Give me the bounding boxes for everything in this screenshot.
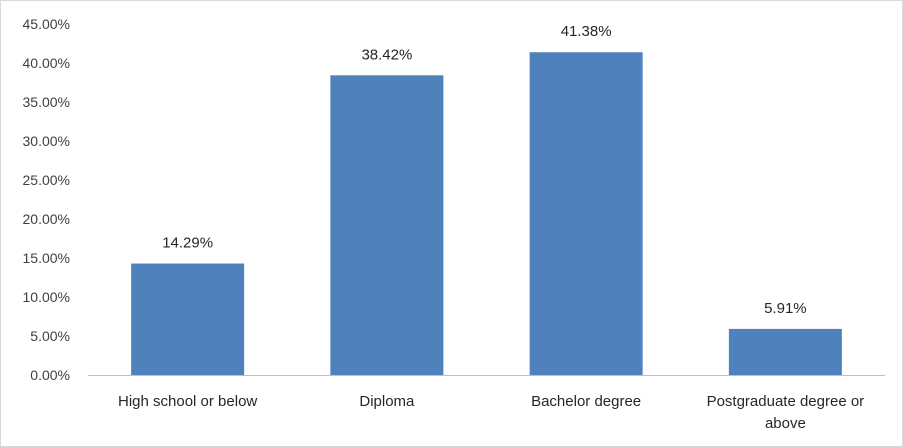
- y-tick-label: 0.00%: [30, 367, 70, 383]
- bar: [330, 75, 444, 375]
- y-tick-label: 45.00%: [23, 16, 70, 32]
- y-tick-label: 5.00%: [30, 328, 70, 344]
- x-axis-labels: High school or below Diploma Bachelor degr…: [118, 393, 864, 432]
- bars: [131, 52, 842, 376]
- data-label: 14.29%: [162, 235, 213, 252]
- y-axis-ticks: 0.00% 5.00% 10.00% 15.00% 20.00% 25.00% 30.00%…: [23, 16, 70, 383]
- x-tick-label: High school or below: [118, 393, 257, 410]
- y-tick-label: 40.00%: [23, 55, 70, 71]
- y-tick-label: 25.00%: [23, 172, 70, 188]
- data-label: 41.38%: [561, 23, 612, 40]
- x-tick-label: Diploma: [359, 393, 415, 410]
- y-tick-label: 15.00%: [23, 250, 70, 266]
- y-tick-label: 10.00%: [23, 289, 70, 305]
- data-label: 5.91%: [764, 300, 807, 317]
- y-tick-label: 20.00%: [23, 211, 70, 227]
- y-tick-label: 30.00%: [23, 133, 70, 149]
- x-tick-label: above: [765, 415, 806, 432]
- x-tick-label: Postgraduate degree or: [707, 393, 865, 410]
- x-tick-label: Bachelor degree: [531, 393, 641, 410]
- bar: [529, 52, 643, 376]
- bar: [131, 263, 245, 375]
- data-label: 38.42%: [361, 46, 412, 63]
- y-tick-label: 35.00%: [23, 94, 70, 110]
- bar: [728, 328, 842, 375]
- data-labels: 14.29% 38.42% 41.38% 5.91%: [162, 23, 806, 317]
